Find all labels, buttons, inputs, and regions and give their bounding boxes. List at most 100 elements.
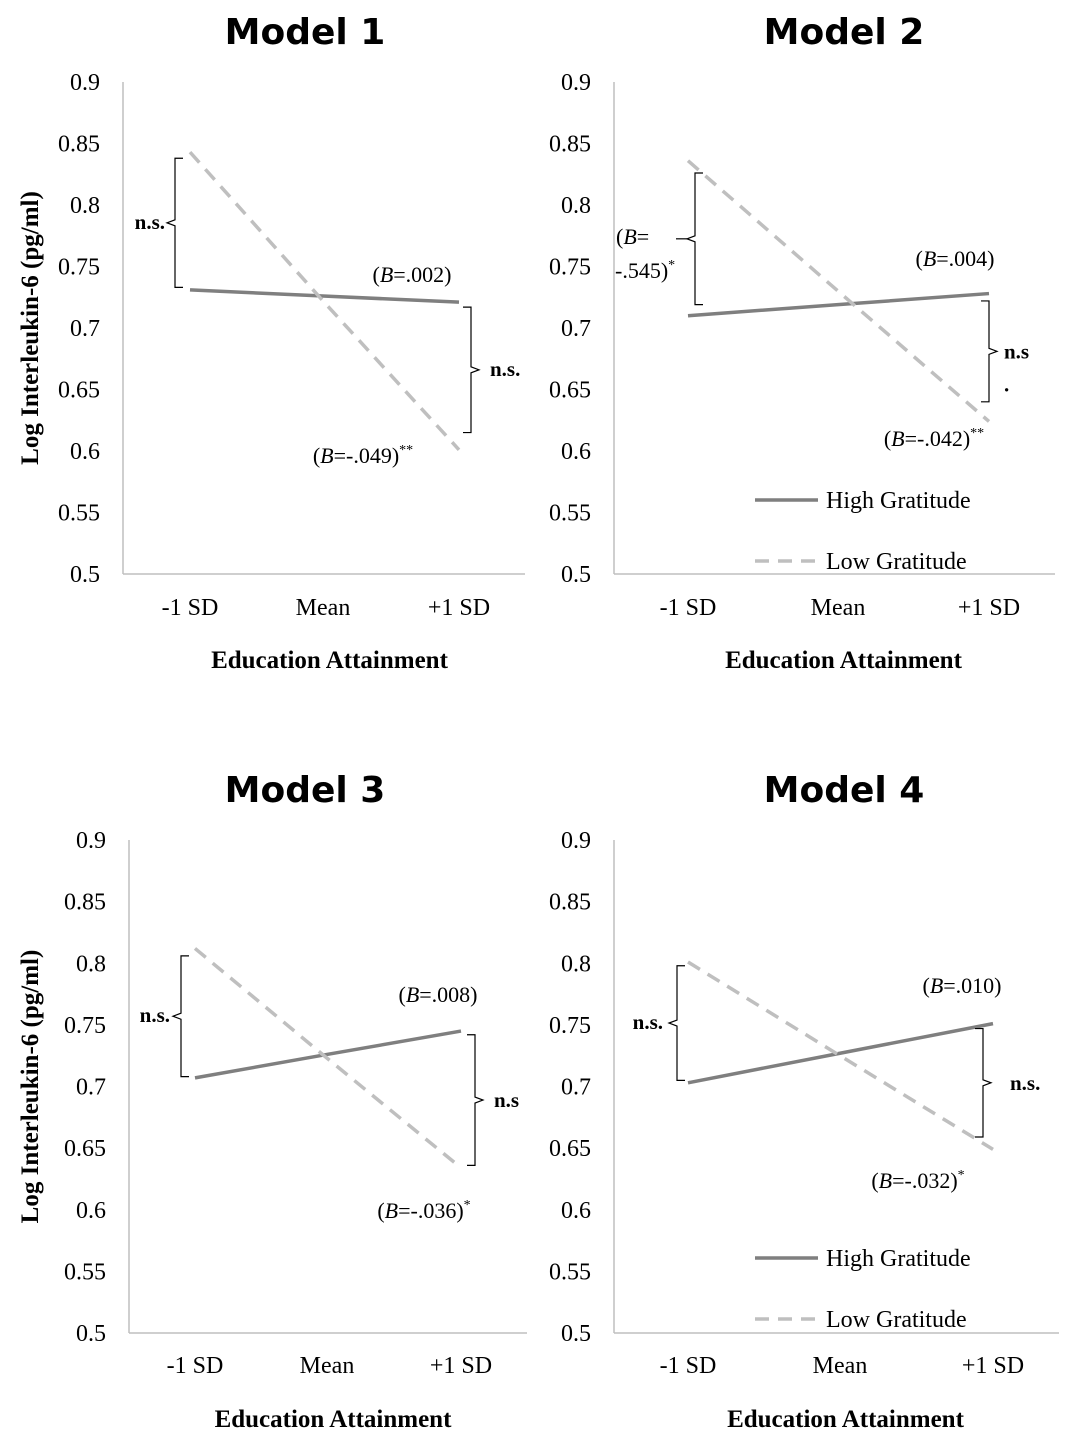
y-tick-label: 0.55 xyxy=(58,501,100,527)
x-tick-label: +1 SD xyxy=(958,595,1020,621)
bracket-left xyxy=(685,172,703,306)
x-tick-label: +1 SD xyxy=(428,595,490,621)
y-tick-label: 0.55 xyxy=(549,1259,591,1285)
bracket-left-label: n.s. xyxy=(135,210,165,234)
y-tick-label: 0.7 xyxy=(70,316,100,342)
series-line-high-gratitude xyxy=(687,1021,994,1085)
chart-title: Model 4 xyxy=(764,770,925,811)
y-tick-label: 0.65 xyxy=(549,1136,591,1162)
x-tick-label: Mean xyxy=(296,595,351,621)
y-tick-label: 0.9 xyxy=(70,70,100,96)
y-tick-label: 0.75 xyxy=(58,255,100,281)
bracket-right xyxy=(463,306,481,434)
x-tick-label: -1 SD xyxy=(162,595,219,621)
legend-label-low-gratitude: Low Gratitude xyxy=(826,549,967,575)
y-tick-label: 0.6 xyxy=(76,1198,106,1224)
x-tick-label: -1 SD xyxy=(167,1353,224,1379)
series-line-high-gratitude xyxy=(687,291,990,318)
y-tick-label: 0.6 xyxy=(561,439,591,465)
y-tick-label: 0.6 xyxy=(70,439,100,465)
slope-label-high: (B=.010) xyxy=(922,973,1001,998)
chart-panel-3: Model 3 0.5 0.55 0.6 0.65 0.7 0.75 0.8 0.85 0.9 -1… xyxy=(17,770,527,1433)
x-axis-title: Education Attainment xyxy=(215,1406,453,1433)
y-tick-label: 0.8 xyxy=(76,951,106,977)
slope-label-high: (B=.002) xyxy=(372,262,451,287)
chart-title: Model 2 xyxy=(764,12,925,53)
chart-panel-4: Model 4 0.5 0.55 0.6 0.65 0.7 0.75 0.8 0.85 0.9 -1… xyxy=(549,770,1059,1433)
chart-panel-1: Model 1 0.5 0.55 0.6 0.65 0.7 0.75 0.8 0.85 0.9 -1… xyxy=(17,12,525,674)
chart-title: Model 1 xyxy=(225,12,386,53)
slope-label-low: (B=-.032)* xyxy=(871,1168,964,1193)
x-tick-label: Mean xyxy=(811,595,866,621)
y-tick-label: 0.5 xyxy=(70,562,100,588)
y-tick-label: 0.75 xyxy=(64,1013,106,1039)
y-tick-label: 0.5 xyxy=(561,1321,591,1347)
chart-panel-2: Model 2 0.5 0.55 0.6 0.65 0.7 0.75 0.8 0.85 0.9 -1… xyxy=(549,12,1055,674)
x-tick-label: Mean xyxy=(813,1353,868,1379)
y-tick-label: 0.7 xyxy=(76,1075,106,1101)
bracket-right-label: n.s xyxy=(1004,339,1029,363)
y-tick-label: 0.5 xyxy=(76,1321,106,1347)
bracket-left-label-line1: (B= xyxy=(616,224,649,249)
bracket-right xyxy=(467,1034,485,1166)
series-line-high-gratitude xyxy=(194,1029,462,1080)
y-tick-label: 0.5 xyxy=(561,562,591,588)
y-axis-title: Log Interleukin-6 (pg/ml) xyxy=(17,191,44,465)
y-tick-label: 0.9 xyxy=(561,70,591,96)
y-tick-label: 0.85 xyxy=(549,890,591,916)
y-tick-label: 0.7 xyxy=(561,1075,591,1101)
bracket-right-label: n.s. xyxy=(1010,1071,1040,1095)
x-axis-title: Education Attainment xyxy=(725,647,963,674)
y-tick-label: 0.75 xyxy=(549,255,591,281)
y-tick-label: 0.9 xyxy=(561,828,591,854)
slope-label-low: (B=-.042)** xyxy=(884,426,984,451)
x-tick-label: -1 SD xyxy=(660,1353,717,1379)
y-tick-label: 0.75 xyxy=(549,1013,591,1039)
bracket-left-label: n.s. xyxy=(633,1010,663,1034)
x-axis-title: Education Attainment xyxy=(211,647,449,674)
x-tick-label: Mean xyxy=(300,1353,355,1379)
bracket-right xyxy=(975,1027,993,1138)
series-line-high-gratitude xyxy=(189,288,460,304)
slope-label-low: (B=-.049)** xyxy=(313,443,413,468)
y-tick-label: 0.85 xyxy=(549,132,591,158)
x-tick-label: +1 SD xyxy=(430,1353,492,1379)
slope-label-high: (B=.008) xyxy=(398,982,477,1007)
bracket-right xyxy=(981,300,999,403)
bracket-left xyxy=(667,965,685,1081)
x-axis-title: Education Attainment xyxy=(727,1406,965,1433)
y-tick-label: 0.8 xyxy=(561,193,591,219)
y-tick-label: 0.65 xyxy=(549,378,591,404)
y-tick-label: 0.85 xyxy=(64,890,106,916)
y-tick-label: 0.55 xyxy=(64,1259,106,1285)
y-tick-label: 0.85 xyxy=(58,132,100,158)
bracket-right-label-dot: . xyxy=(1004,372,1009,396)
bracket-left xyxy=(171,955,189,1078)
x-tick-label: +1 SD xyxy=(962,1353,1024,1379)
y-tick-label: 0.6 xyxy=(561,1198,591,1224)
legend-label-high-gratitude: High Gratitude xyxy=(826,1246,971,1272)
x-tick-label: -1 SD xyxy=(660,595,717,621)
y-tick-label: 0.8 xyxy=(70,193,100,219)
legend-label-high-gratitude: High Gratitude xyxy=(826,488,971,514)
series-line-low-gratitude xyxy=(687,960,994,1151)
y-tick-label: 0.8 xyxy=(561,951,591,977)
series-line-low-gratitude xyxy=(188,150,461,451)
y-axis-title: Log Interleukin-6 (pg/ml) xyxy=(17,950,44,1224)
slope-label-low: (B=-.036)* xyxy=(377,1198,470,1223)
legend-label-low-gratitude: Low Gratitude xyxy=(826,1307,967,1333)
bracket-right-label: n.s xyxy=(494,1088,519,1112)
y-tick-label: 0.55 xyxy=(549,501,591,527)
series-line-low-gratitude xyxy=(193,947,463,1170)
y-tick-label: 0.65 xyxy=(64,1136,106,1162)
series-line-low-gratitude xyxy=(686,159,991,423)
y-tick-label: 0.9 xyxy=(76,828,106,854)
bracket-left-label: n.s. xyxy=(140,1003,170,1027)
bracket-left-label-line2: -.545)* xyxy=(615,258,675,283)
bracket-right-label: n.s. xyxy=(490,357,520,381)
bracket-left xyxy=(165,157,183,289)
chart-title: Model 3 xyxy=(225,770,386,811)
y-tick-label: 0.7 xyxy=(561,316,591,342)
y-tick-label: 0.65 xyxy=(58,378,100,404)
